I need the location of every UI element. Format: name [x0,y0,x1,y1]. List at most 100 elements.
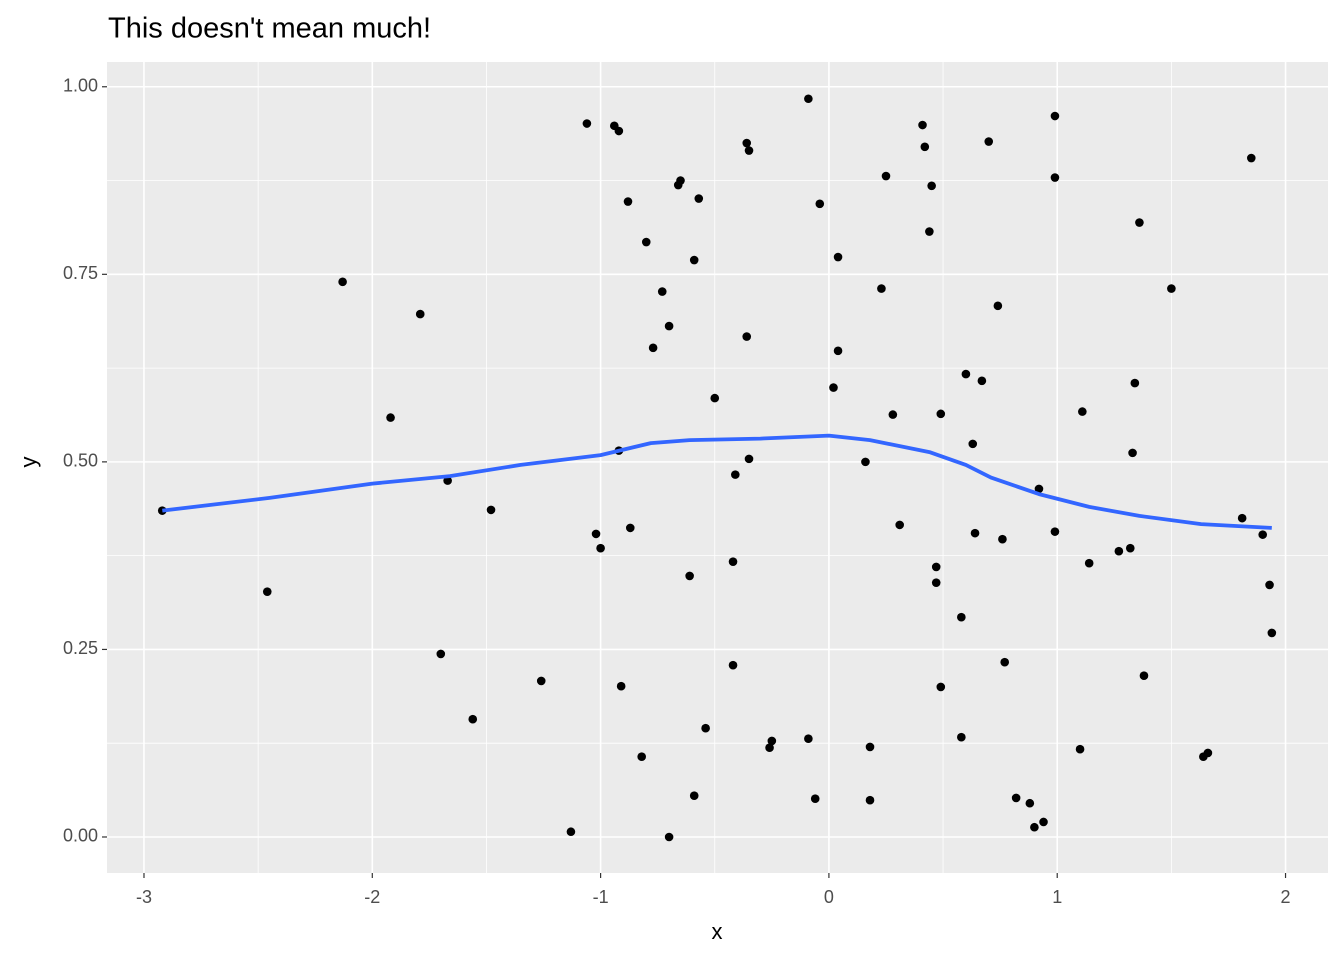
point [936,682,946,692]
point [984,137,994,146]
y-tick-label: 0.75 [63,263,98,283]
point [1237,513,1247,523]
point [262,587,272,596]
point [1265,580,1274,590]
point [918,120,927,130]
point [1125,543,1135,553]
y-tick-label: 0.25 [63,638,98,658]
point [1128,448,1137,458]
point [623,197,633,206]
point [728,660,738,670]
x-tick-label: 2 [1281,887,1291,907]
y-tick-label: 0.00 [63,826,98,846]
point [957,612,966,622]
point [877,284,886,293]
point [931,578,941,587]
point [1034,484,1044,494]
point [861,457,870,467]
point [1258,530,1268,539]
point [436,649,446,659]
y-axis-label: y [16,457,41,468]
point [810,794,820,804]
point [927,181,936,191]
point [936,409,946,419]
point [694,194,704,203]
point [657,287,667,296]
point [744,146,754,155]
chart-title: This doesn't mean much! [108,13,431,45]
point [833,346,843,356]
point [833,252,843,262]
point [566,827,576,837]
point [744,454,754,464]
point [1025,798,1035,808]
point [685,571,694,581]
point [338,277,347,287]
point [1114,546,1124,556]
point [829,383,838,392]
point [1084,558,1094,568]
point [664,832,674,842]
smooth-line [162,433,1272,530]
point [1139,671,1149,680]
point [676,176,685,185]
point [1078,407,1087,416]
point [865,742,875,752]
point [881,171,891,181]
point [920,142,930,152]
point [970,528,980,538]
point [815,199,825,209]
point [582,119,592,128]
point [616,681,626,691]
point [804,734,813,744]
point [415,309,425,319]
point [977,376,987,386]
point [596,543,605,553]
point [742,332,752,341]
point [591,529,601,539]
point [742,138,752,148]
y-tick-label: 1.00 [63,76,98,96]
x-tick-label: 1 [1052,887,1062,907]
point [468,714,478,724]
point [1246,153,1256,163]
point [998,534,1007,544]
point [925,227,934,236]
point [1130,378,1140,388]
point [443,476,452,485]
point [1050,527,1060,536]
point [1050,111,1060,121]
y-tick-label: 0.50 [63,451,98,471]
point [968,439,978,449]
x-tick-label: 0 [824,887,834,907]
point [728,557,738,566]
point [648,343,658,353]
point [1167,284,1176,293]
point [1135,218,1144,227]
point [931,562,941,572]
point [614,126,624,136]
x-tick-label: -1 [593,887,609,907]
point [701,723,710,733]
point [865,795,875,805]
point [664,321,674,331]
point [689,791,699,801]
point [957,732,966,742]
plot-panel [107,62,1328,873]
x-axis-label: x [712,919,723,944]
point [767,736,777,746]
point [731,470,740,479]
point [804,94,813,104]
point [1000,657,1010,667]
point [1030,822,1039,832]
point [895,520,904,530]
point [888,410,898,419]
x-tick-label: -2 [364,887,380,907]
point [765,743,774,753]
point [637,752,647,762]
point [710,393,720,403]
point [1039,817,1048,827]
point [536,676,546,686]
point [961,369,971,379]
